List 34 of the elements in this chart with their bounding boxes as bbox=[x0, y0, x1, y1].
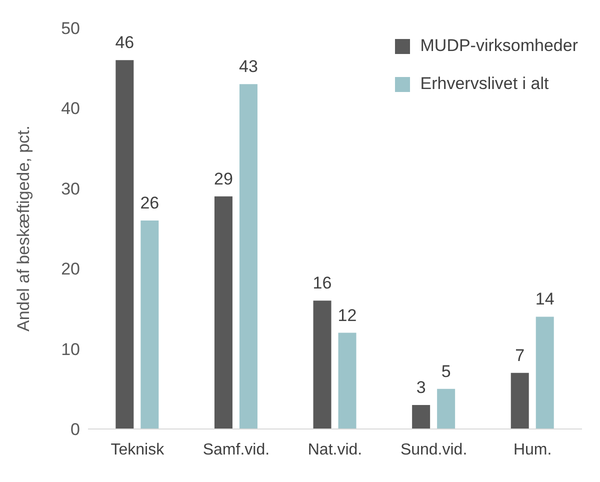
y-tick-label: 30 bbox=[61, 179, 80, 198]
x-tick-label: Samf.vid. bbox=[202, 441, 270, 458]
bar bbox=[239, 84, 258, 429]
data-label: 16 bbox=[312, 274, 332, 293]
bar bbox=[338, 332, 356, 429]
data-label: 7 bbox=[515, 346, 525, 365]
data-label: 5 bbox=[441, 362, 451, 381]
bar bbox=[140, 220, 159, 429]
data-label: 12 bbox=[338, 306, 357, 325]
bar bbox=[412, 404, 430, 429]
data-label: 3 bbox=[416, 378, 426, 397]
data-label: 43 bbox=[239, 57, 258, 76]
x-tick-label: Hum. bbox=[513, 441, 552, 458]
x-tick-label: Teknisk bbox=[110, 441, 166, 458]
data-label: 14 bbox=[535, 290, 554, 309]
legend-label: MUDP-virksomheder bbox=[420, 36, 578, 56]
data-label: 29 bbox=[214, 169, 233, 188]
y-axis-title: Andel af beskæftigede, pct. bbox=[14, 125, 34, 332]
y-tick-label: 20 bbox=[61, 260, 80, 279]
bar bbox=[116, 60, 134, 429]
bar bbox=[536, 316, 554, 429]
y-tick-label: 0 bbox=[70, 420, 80, 440]
x-tick-label: Sund.vid. bbox=[400, 441, 468, 458]
y-tick-label: 10 bbox=[61, 340, 80, 359]
y-tick-label: 50 bbox=[61, 19, 80, 38]
bar bbox=[313, 300, 332, 429]
bar bbox=[214, 196, 232, 429]
data-label: 46 bbox=[115, 33, 134, 52]
bar bbox=[510, 372, 529, 429]
legend-label: Erhvervslivet i alt bbox=[420, 74, 549, 94]
data-label: 26 bbox=[140, 193, 160, 212]
x-tick-label: Nat.vid. bbox=[308, 441, 362, 458]
y-tick-label: 40 bbox=[61, 99, 80, 118]
bar bbox=[437, 388, 456, 429]
